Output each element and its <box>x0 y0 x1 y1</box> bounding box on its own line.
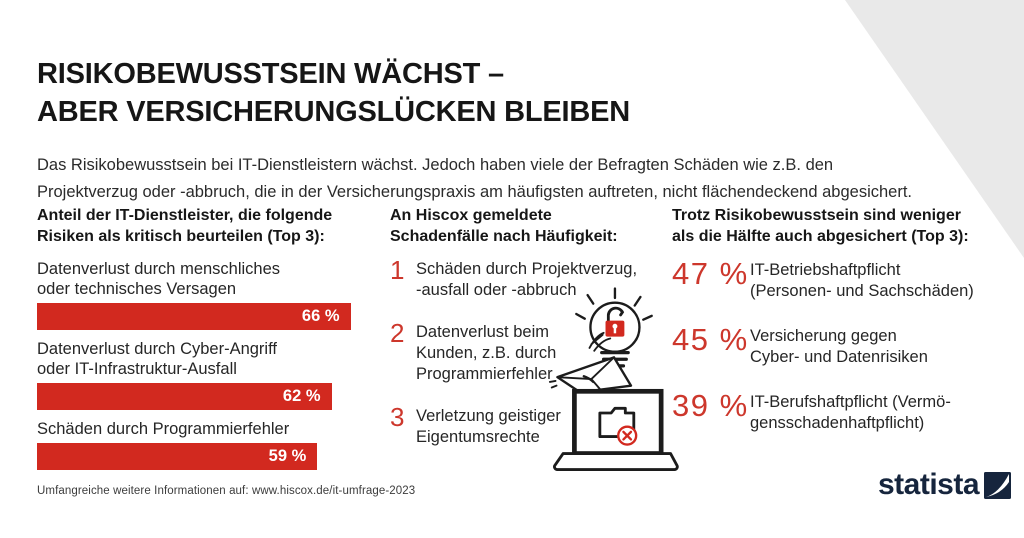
bar-value-label: 62 % <box>282 387 321 405</box>
laptop-icon <box>553 388 679 471</box>
list-item-line: -ausfall oder -abbruch <box>416 281 577 299</box>
intro-text: Das Risikobewusstsein bei IT-Dienstleist… <box>37 152 912 206</box>
heading-line: Trotz Risikobewusstsein sind weniger <box>672 207 961 224</box>
open-padlock-icon <box>605 306 625 337</box>
stat-label-line: Cyber- und Datenrisiken <box>750 348 928 366</box>
bar-label-line: Schäden durch Programmierfehler <box>37 420 290 438</box>
statista-wordmark: statista <box>878 468 980 501</box>
title-line-2: ABER VERSICHERUNGSLÜCKEN BLEIBEN <box>37 96 630 129</box>
title-line-1: RISIKOBEWUSSTSEIN WÄCHST – <box>37 58 504 91</box>
heading-line: als die Hälfte auch abgesichert (Top 3): <box>672 228 969 245</box>
bar-datenverlust-versagen: 66 % <box>37 303 351 330</box>
list-item-label: Verletzung geistiger Eigentumsrechte <box>416 406 561 448</box>
stat-label-line: gensschadenhaftpflicht) <box>750 414 925 432</box>
panel-insured-share-heading: Trotz Risikobewusstsein sind weniger als… <box>672 205 1014 247</box>
heading-line: Schadenfälle nach Häufigkeit: <box>390 228 618 245</box>
bar-programmierfehler: 59 % <box>37 443 318 470</box>
panel-reported-claims-heading: An Hiscox gemeldete Schadenfälle nach Hä… <box>390 205 680 247</box>
list-item: 2 Datenverlust beim Kunden, z.B. durch P… <box>390 318 680 385</box>
stat-row: 45 % Versicherung gegen Cyber- und Daten… <box>672 322 1014 368</box>
bar-label: Datenverlust durch menschliches oder tec… <box>37 259 359 299</box>
list-item-line: Verletzung geistiger <box>416 407 561 425</box>
error-x-icon <box>617 425 638 446</box>
list-item: 3 Verletzung geistiger Eigentumsrechte <box>390 402 680 448</box>
list-item-line: Datenverlust beim <box>416 323 549 341</box>
stat-label-line: IT-Berufshaftpflicht (Vermö- <box>750 393 951 411</box>
stat-label: IT-Berufshaftpflicht (Vermö- gensschaden… <box>750 391 951 434</box>
panel-critical-risks: Anteil der IT-Dienstleister, die folgend… <box>37 205 359 479</box>
paper-plane-icon <box>548 331 633 394</box>
bar-label-line: Datenverlust durch Cyber-Angriff <box>37 340 277 358</box>
rank-number: 2 <box>390 318 405 348</box>
stat-row: 39 % IT-Berufshaftpflicht (Vermö- genssc… <box>672 388 1014 434</box>
rank-number: 3 <box>390 402 405 432</box>
bar-label-line: Datenverlust durch menschliches <box>37 260 281 278</box>
rank-number: 1 <box>390 255 405 285</box>
list-item-label: Schäden durch Projektverzug, -ausfall od… <box>416 259 637 301</box>
bar-row: Schäden durch Programmierfehler 59 % <box>37 419 359 470</box>
bar-label: Schäden durch Programmierfehler <box>37 419 359 439</box>
page-title: RISIKOBEWUSSTSEIN WÄCHST – ABER VERSICHE… <box>37 55 630 131</box>
intro-line-2: Projektverzug oder -abbruch, die in der … <box>37 182 913 201</box>
bar-datenverlust-cyber: 62 % <box>37 383 332 410</box>
stat-label-line: IT-Betriebshaftpflicht <box>750 261 901 279</box>
list-item: 1 Schäden durch Projektverzug, -ausfall … <box>390 255 680 301</box>
stat-label-line: Versicherung gegen <box>750 327 897 345</box>
heading-line: Risiken als kritisch beurteilen (Top 3): <box>37 228 325 245</box>
stat-row: 47 % IT-Betriebshaftpflicht (Personen- u… <box>672 256 1014 302</box>
list-item-line: Programmierfehler <box>416 365 553 383</box>
stat-label: IT-Betriebshaftpflicht (Personen- und Sa… <box>750 259 974 302</box>
stat-value: 39 % <box>672 388 749 423</box>
bar-label: Datenverlust durch Cyber-Angriff oder IT… <box>37 339 359 379</box>
laptop-security-illustration <box>548 287 679 471</box>
list-item-label: Datenverlust beim Kunden, z.B. durch Pro… <box>416 322 556 385</box>
intro-line-1: Das Risikobewusstsein bei IT-Dienstleist… <box>37 155 834 174</box>
panel-insured-share: Trotz Risikobewusstsein sind weniger als… <box>672 205 1014 457</box>
stat-value: 47 % <box>672 256 749 291</box>
panel-reported-claims: An Hiscox gemeldete Schadenfälle nach Hä… <box>390 205 680 469</box>
heading-line: Anteil der IT-Dienstleister, die folgend… <box>37 207 333 224</box>
stat-label: Versicherung gegen Cyber- und Datenrisik… <box>750 325 928 368</box>
bar-row: Datenverlust durch Cyber-Angriff oder IT… <box>37 339 359 410</box>
stat-label-line: (Personen- und Sachschäden) <box>750 282 974 300</box>
list-item-line: Schäden durch Projektverzug, <box>416 260 638 278</box>
heading-line: An Hiscox gemeldete <box>390 207 552 224</box>
bar-value-label: 59 % <box>268 447 307 465</box>
statista-logo: statista <box>878 468 1012 501</box>
bar-label-line: oder technisches Versagen <box>37 280 237 298</box>
source-note: Umfangreiche weitere Informationen auf: … <box>37 485 416 497</box>
statista-icon <box>984 471 1012 499</box>
bar-row: Datenverlust durch menschliches oder tec… <box>37 259 359 330</box>
panel-critical-risks-heading: Anteil der IT-Dienstleister, die folgend… <box>37 205 359 247</box>
bar-label-line: oder IT-Infrastruktur-Ausfall <box>37 360 237 378</box>
stat-value: 45 % <box>672 322 749 357</box>
bar-value-label: 66 % <box>301 307 340 325</box>
list-item-line: Eigentumsrechte <box>416 428 540 446</box>
list-item-line: Kunden, z.B. durch <box>416 344 557 362</box>
